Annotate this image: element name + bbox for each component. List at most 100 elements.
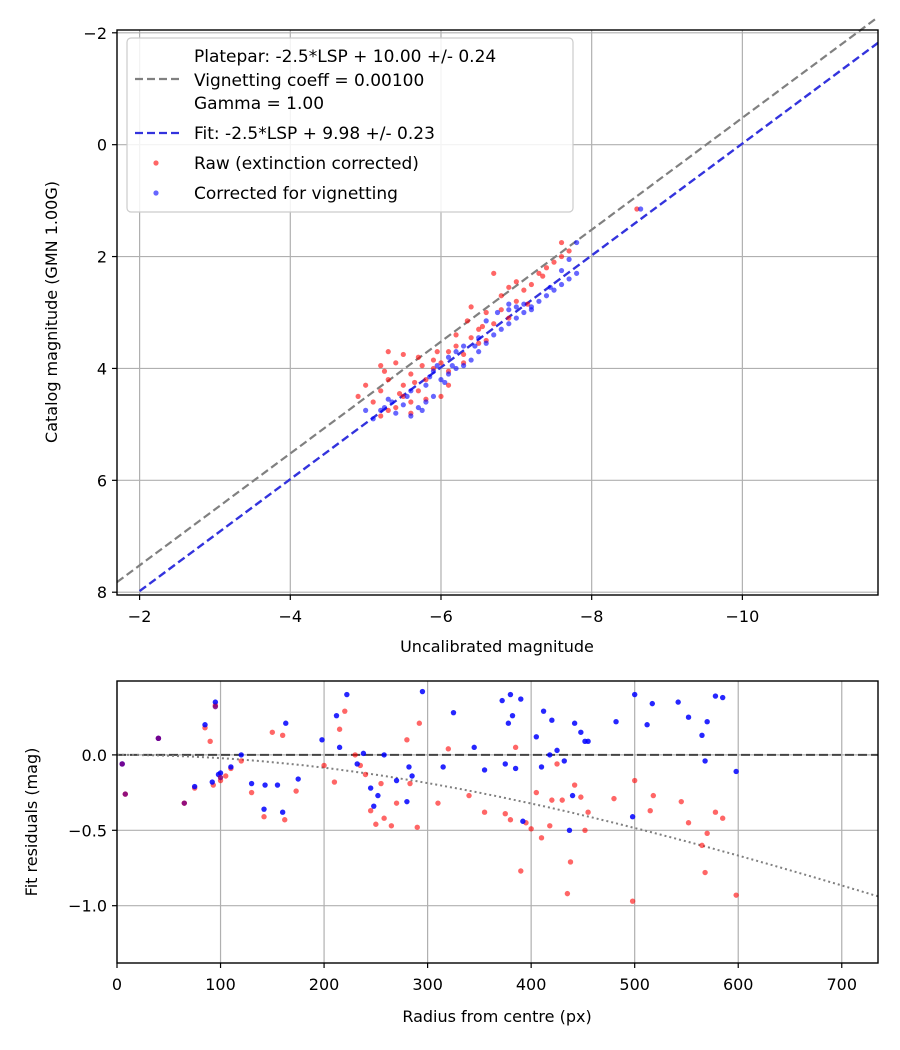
raw-point [513,298,519,304]
top-y-tick-label: 0 [97,136,107,155]
corrected-residual-point [585,738,591,745]
raw-residual-point [367,807,374,814]
raw-point [408,399,414,405]
corrected-point [442,379,448,386]
top-y-tick-label: 8 [97,583,107,602]
corrected-residual-point [344,691,350,698]
raw-residual-point [578,794,584,800]
raw-residual-point [388,823,395,829]
raw-point [476,340,482,346]
corrected-point [506,301,512,307]
raw-residual-point [466,792,472,799]
corrected-residual-point [360,750,367,757]
corrected-residual-point [409,773,415,779]
corrected-point [483,318,489,324]
raw-residual-point [704,830,710,837]
corrected-point [528,307,535,313]
raw-residual-point [404,737,410,743]
raw-point [498,307,504,313]
corrected-point [558,281,565,288]
raw-residual-point [702,869,708,876]
corrected-residual-point [566,827,573,833]
corrected-point [638,206,644,212]
corrected-residual-point [540,708,547,714]
corrected-residual-point [502,761,508,767]
corrected-residual-point [283,720,289,726]
corrected-point [468,357,474,363]
overlap-residual-point [155,735,162,742]
raw-point [438,393,444,400]
corrected-point [521,309,527,316]
corrected-point [393,410,399,416]
corrected-point [427,374,433,380]
raw-point [521,287,527,293]
top-x-tick-label: −2 [128,607,152,626]
corrected-point [408,388,414,394]
corrected-point [536,298,542,304]
raw-point [453,343,459,349]
bottom-x-tick-label: 0 [112,975,122,994]
legend-platepar-line3: Gamma = 1.00 [194,94,324,114]
raw-point [378,413,384,419]
raw-point [483,309,489,316]
corrected-point [566,256,572,262]
raw-point [430,357,437,363]
corrected-point [498,326,504,332]
corrected-point [574,239,580,246]
corrected-point [476,335,482,341]
raw-residual-point [733,892,739,898]
raw-residual-point [507,817,514,823]
corrected-residual-point [509,712,516,719]
overlap-residual-point [212,703,219,710]
raw-residual-point [279,732,286,738]
legend-raw-swatch [153,160,159,166]
bottom-x-tick-label: 600 [723,975,754,994]
raw-residual-point [331,779,338,785]
raw-point [536,270,542,276]
corrected-point [513,315,519,321]
raw-residual-point [582,827,588,833]
corrected-residual-point [212,699,219,705]
corrected-point [370,416,376,422]
corrected-residual-point [512,765,519,772]
raw-point [566,248,572,254]
raw-point [491,321,497,327]
raw-residual-point [321,762,327,769]
bottom-plot-frame [116,680,879,964]
corrected-residual-point [685,714,692,720]
corrected-residual-point [518,696,524,702]
raw-point [385,407,391,413]
corrected-point [574,270,580,276]
corrected-residual-point [675,699,681,705]
top-y-tick-label: 2 [97,248,107,267]
corrected-residual-point [569,792,576,799]
corrected-residual-point [228,764,234,770]
raw-point [525,301,531,307]
bottom-x-axis-title: Radius from centre (px) [402,1007,591,1026]
corrected-residual-point [375,792,381,799]
raw-point [551,259,557,265]
raw-residual-point [293,788,299,794]
corrected-point [566,276,572,282]
raw-point [415,354,421,360]
raw-point [400,382,406,388]
corrected-residual-point [406,764,412,770]
top-plot-frame [116,29,879,596]
corrected-residual-point [450,709,457,716]
corrected-point [381,404,388,411]
bottom-x-tick-label: 500 [619,975,650,994]
corrected-point [419,407,425,413]
raw-residual-point [719,815,726,821]
raw-residual-point [414,824,420,830]
corrected-residual-point [719,694,726,701]
raw-residual-point [567,859,574,865]
raw-residual-point [678,798,684,805]
corrected-point [423,382,429,388]
legend-box [126,37,574,213]
raw-residual-point [685,820,692,826]
legend-platepar-line1: Platepar: -2.5*LSP + 10.00 +/- 0.24 [194,47,496,67]
raw-residual-point [559,797,565,803]
corrected-residual-point [248,780,255,787]
corrected-point [543,293,550,299]
raw-residual-point [549,797,555,803]
